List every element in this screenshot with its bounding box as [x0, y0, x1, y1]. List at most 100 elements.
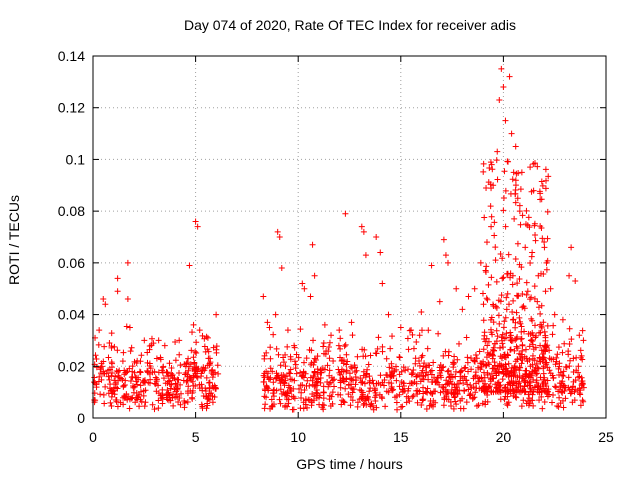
data-point	[163, 368, 170, 375]
data-point	[440, 363, 447, 370]
data-point	[363, 395, 370, 402]
data-point	[400, 387, 407, 394]
data-point	[538, 393, 545, 400]
data-point	[567, 357, 574, 364]
data-point	[461, 387, 468, 394]
data-point	[512, 319, 519, 326]
data-point	[349, 332, 356, 339]
data-point	[187, 375, 194, 382]
data-point	[512, 186, 519, 193]
data-point	[451, 359, 458, 366]
data-point	[131, 358, 138, 365]
data-point	[411, 378, 418, 385]
data-point	[302, 370, 309, 377]
data-point	[438, 374, 445, 381]
data-point	[358, 395, 365, 402]
data-point	[274, 228, 281, 235]
data-point	[533, 370, 540, 377]
data-point	[493, 338, 500, 345]
data-point	[512, 358, 519, 365]
data-point	[520, 397, 527, 404]
data-point	[476, 348, 483, 355]
data-point	[509, 308, 516, 315]
data-point	[507, 346, 514, 353]
data-point	[446, 381, 453, 388]
data-point	[144, 349, 151, 356]
data-point	[577, 347, 584, 354]
data-point	[493, 157, 500, 164]
data-point	[518, 323, 525, 330]
data-point	[348, 376, 355, 383]
data-point	[205, 348, 212, 355]
data-point	[185, 355, 192, 362]
data-point	[495, 368, 502, 375]
data-point	[309, 381, 316, 388]
data-point	[565, 351, 572, 358]
data-point	[210, 384, 217, 391]
data-point	[382, 403, 389, 410]
data-point	[314, 378, 321, 385]
data-point	[352, 364, 359, 371]
data-point	[527, 374, 534, 381]
data-point	[579, 397, 586, 404]
data-point	[273, 345, 280, 352]
data-point	[512, 199, 519, 206]
data-point	[541, 398, 548, 405]
data-point	[337, 377, 344, 384]
data-point	[538, 224, 545, 231]
data-point	[542, 334, 549, 341]
data-point	[485, 281, 492, 288]
data-point	[137, 358, 144, 365]
data-point	[276, 396, 283, 403]
data-point	[540, 377, 547, 384]
data-point	[544, 322, 551, 329]
data-point	[562, 395, 569, 402]
data-point	[443, 396, 450, 403]
data-point	[470, 384, 477, 391]
data-point	[577, 402, 584, 409]
data-point	[174, 386, 181, 393]
data-point	[112, 373, 119, 380]
data-point	[287, 376, 294, 383]
data-point	[426, 402, 433, 409]
data-point	[480, 346, 487, 353]
data-point	[146, 343, 153, 350]
data-point	[576, 390, 583, 397]
data-point	[91, 379, 98, 386]
data-point	[432, 399, 439, 406]
data-point	[512, 384, 519, 391]
data-point	[155, 337, 162, 344]
data-point	[502, 117, 509, 124]
data-point	[524, 379, 531, 386]
data-point	[485, 338, 492, 345]
data-point	[551, 311, 558, 318]
data-point	[578, 374, 585, 381]
data-point	[105, 354, 112, 361]
data-point	[108, 343, 115, 350]
data-point	[508, 369, 515, 376]
data-point	[440, 236, 447, 243]
data-point	[419, 397, 426, 404]
data-point	[275, 351, 282, 358]
data-point	[487, 376, 494, 383]
data-point	[579, 327, 586, 334]
data-point	[287, 387, 294, 394]
data-point	[443, 377, 450, 384]
data-point	[343, 351, 350, 358]
data-point	[282, 392, 289, 399]
data-point	[176, 351, 183, 358]
data-point	[394, 406, 401, 413]
data-point	[500, 207, 507, 214]
data-point	[188, 347, 195, 354]
data-point	[347, 393, 354, 400]
data-point	[445, 389, 452, 396]
data-point	[549, 399, 556, 406]
data-point	[127, 348, 134, 355]
data-point	[126, 396, 133, 403]
data-point	[543, 359, 550, 366]
data-point	[529, 368, 536, 375]
data-point	[198, 370, 205, 377]
data-point	[519, 304, 526, 311]
data-point	[308, 347, 315, 354]
data-point	[184, 371, 191, 378]
